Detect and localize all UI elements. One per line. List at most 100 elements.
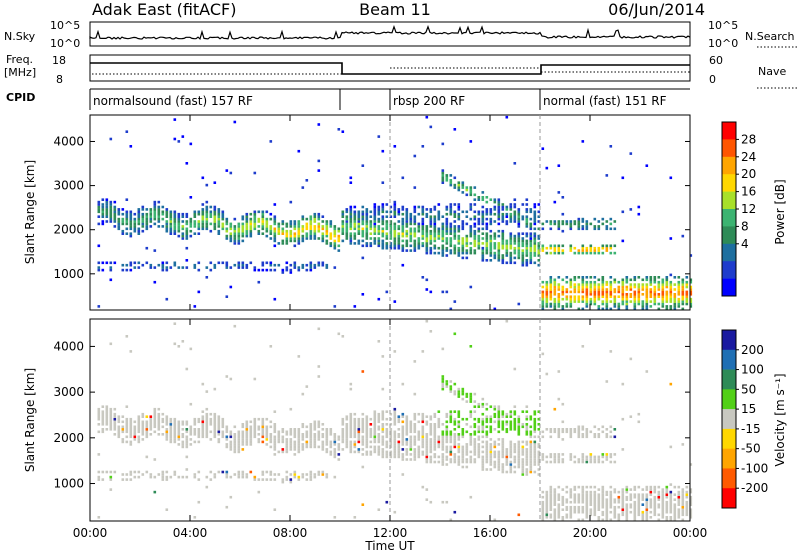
velocity-cell xyxy=(493,450,497,454)
velocity-cell xyxy=(417,433,421,436)
power-cell xyxy=(433,220,437,223)
velocity-cell xyxy=(273,430,277,434)
power-cell xyxy=(261,222,265,226)
velocity-cell xyxy=(281,430,285,434)
power-cell xyxy=(545,302,549,306)
power-cell xyxy=(341,210,345,214)
velocity-cell xyxy=(373,448,377,451)
velocity-cell xyxy=(197,428,201,431)
velocity-cell xyxy=(321,473,325,476)
power-cell xyxy=(273,297,277,301)
power-cell xyxy=(601,280,605,284)
velocity-cell xyxy=(101,428,105,431)
velocity-cell xyxy=(413,392,417,396)
velocity-cell xyxy=(169,425,173,429)
colorbar-tick-label: 24 xyxy=(741,150,756,164)
power-cell xyxy=(529,237,533,240)
power-cell xyxy=(301,229,305,233)
velocity-cell xyxy=(597,428,601,431)
velocity-cell xyxy=(661,493,665,496)
colorbar-swatch xyxy=(722,226,736,245)
power-cell xyxy=(549,220,553,223)
power-cell xyxy=(217,208,221,211)
velocity-cell xyxy=(637,498,641,501)
power-cell xyxy=(681,297,685,301)
velocity-cell xyxy=(477,455,481,459)
power-cell xyxy=(577,225,581,228)
velocity-cell xyxy=(613,490,617,494)
power-cell xyxy=(509,234,513,238)
velocity-cell xyxy=(229,443,233,446)
velocity-cell xyxy=(385,443,389,446)
velocity-cell xyxy=(461,448,465,451)
velocity-cell xyxy=(393,445,397,449)
velocity-cell xyxy=(181,475,185,479)
power-cell xyxy=(337,227,341,231)
power-cell xyxy=(533,217,537,221)
velocity-cell xyxy=(633,516,637,519)
velocity-cell xyxy=(445,435,449,439)
velocity-cell xyxy=(489,463,493,466)
power-cell xyxy=(101,220,105,223)
power-cell xyxy=(353,220,357,223)
power-cell xyxy=(577,300,581,303)
power-cell xyxy=(657,288,661,291)
power-cell xyxy=(305,263,309,267)
power-cell xyxy=(357,229,361,233)
power-cell xyxy=(189,142,193,146)
power-cell xyxy=(133,212,137,216)
velocity-cell xyxy=(689,488,693,491)
power-cell xyxy=(409,237,413,240)
velocity-cell xyxy=(293,475,297,479)
power-cell xyxy=(109,200,113,204)
power-cell xyxy=(405,249,409,252)
power-cell xyxy=(405,244,409,248)
y-tick-label: 4000 xyxy=(53,339,84,353)
power-cell xyxy=(345,215,349,218)
nsky-panel-frame xyxy=(89,21,691,47)
velocity-cell xyxy=(501,438,505,441)
power-cell xyxy=(133,229,137,233)
power-cell xyxy=(465,251,469,255)
power-cell xyxy=(677,288,681,291)
power-cell xyxy=(469,205,473,209)
velocity-cell xyxy=(605,458,609,461)
velocity-cell xyxy=(509,448,513,451)
power-cell xyxy=(401,227,405,231)
power-cell xyxy=(625,276,629,279)
velocity-cell xyxy=(445,440,449,444)
velocity-cell xyxy=(165,470,169,474)
power-cell xyxy=(469,249,473,252)
power-cell xyxy=(669,176,673,180)
power-cell xyxy=(193,215,197,218)
velocity-cell xyxy=(625,490,629,494)
velocity-cell xyxy=(269,433,273,436)
power-cell xyxy=(425,212,429,216)
power-cell xyxy=(629,293,633,296)
power-cell xyxy=(533,215,537,218)
power-cell xyxy=(109,210,113,214)
power-cell xyxy=(645,290,649,294)
velocity-cell xyxy=(261,433,265,436)
power-cell xyxy=(393,212,397,216)
velocity-cell xyxy=(549,460,553,464)
power-cell xyxy=(425,244,429,248)
power-cell xyxy=(441,237,445,240)
velocity-cell xyxy=(681,490,685,494)
velocity-cell xyxy=(381,438,385,441)
power-cell xyxy=(593,276,597,279)
power-cell xyxy=(641,285,645,289)
velocity-cell xyxy=(109,417,113,421)
nsearch-label: N.Search xyxy=(745,30,795,43)
velocity-cell xyxy=(325,428,329,431)
power-cell xyxy=(593,297,597,301)
velocity-cell xyxy=(569,500,573,504)
power-cell xyxy=(581,217,585,221)
power-cell xyxy=(125,198,129,201)
velocity-cell xyxy=(329,443,333,446)
velocity-cell xyxy=(549,503,553,506)
power-cell xyxy=(121,268,125,272)
velocity-cell xyxy=(293,448,297,451)
power-cell xyxy=(497,259,501,262)
velocity-cell xyxy=(665,490,669,494)
